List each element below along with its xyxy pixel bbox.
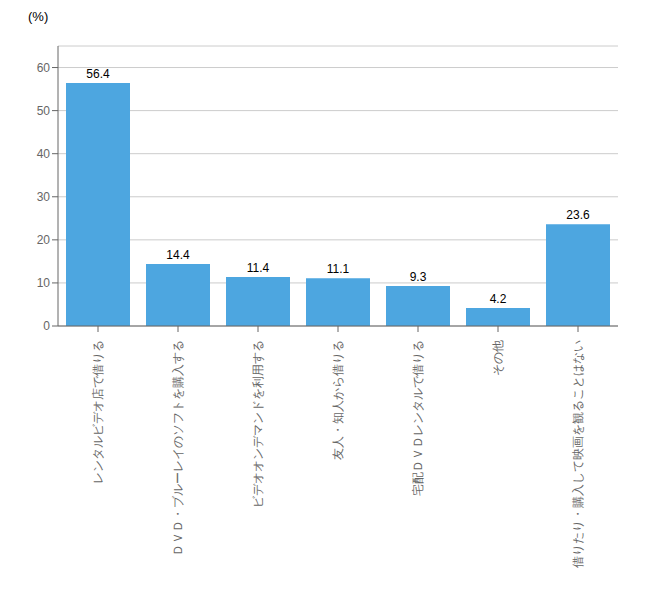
svg-text:60: 60 <box>37 61 51 75</box>
svg-text:50: 50 <box>37 104 51 118</box>
svg-text:その他: その他 <box>491 340 505 376</box>
svg-text:ＤＶＤ・ブルーレイのソフトを購入する: ＤＶＤ・ブルーレイのソフトを購入する <box>171 340 185 556</box>
svg-text:友人・知人から借りる: 友人・知人から借りる <box>331 340 345 460</box>
svg-text:20: 20 <box>37 233 51 247</box>
svg-text:ビデオオンデマンドを利用する: ビデオオンデマンドを利用する <box>251 340 265 508</box>
svg-text:レンタルビデオ店で借りる: レンタルビデオ店で借りる <box>91 340 105 484</box>
svg-text:10: 10 <box>37 276 51 290</box>
svg-text:23.6: 23.6 <box>566 208 590 222</box>
svg-text:30: 30 <box>37 190 51 204</box>
svg-text:9.3: 9.3 <box>410 270 427 284</box>
svg-text:11.1: 11.1 <box>327 262 350 276</box>
svg-text:14.4: 14.4 <box>166 248 190 262</box>
svg-text:借りたり・購入して映画を観ることはない: 借りたり・購入して映画を観ることはない <box>571 340 585 568</box>
svg-text:40: 40 <box>37 147 51 161</box>
svg-text:11.4: 11.4 <box>247 261 270 275</box>
svg-text:4.2: 4.2 <box>490 292 507 306</box>
svg-text:宅配ＤＶＤレンタルで借りる: 宅配ＤＶＤレンタルで借りる <box>411 340 425 496</box>
svg-text:0: 0 <box>43 319 50 333</box>
svg-text:56.4: 56.4 <box>86 67 110 81</box>
